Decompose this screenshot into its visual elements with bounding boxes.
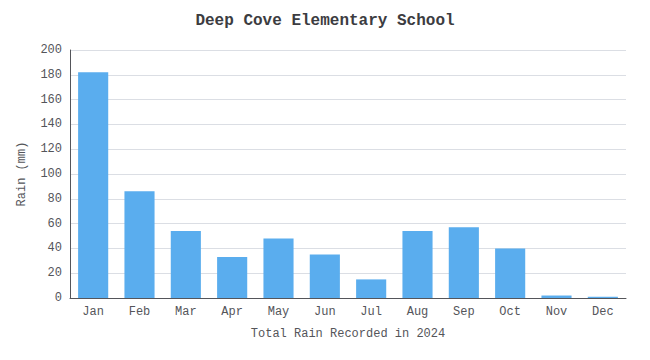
svg-text:May: May — [268, 305, 290, 319]
svg-text:100: 100 — [40, 167, 62, 181]
svg-text:Apr: Apr — [221, 305, 243, 319]
svg-text:Jul: Jul — [360, 305, 382, 319]
svg-text:Dec: Dec — [592, 305, 614, 319]
svg-text:20: 20 — [48, 266, 62, 280]
svg-text:Rain (mm): Rain (mm) — [15, 142, 29, 207]
svg-text:Nov: Nov — [546, 305, 568, 319]
svg-text:40: 40 — [48, 241, 62, 255]
svg-text:140: 140 — [40, 117, 62, 131]
svg-text:160: 160 — [40, 93, 62, 107]
svg-text:Mar: Mar — [175, 305, 197, 319]
svg-text:60: 60 — [48, 217, 62, 231]
svg-text:0: 0 — [55, 291, 62, 305]
svg-text:Deep Cove Elementary School: Deep Cove Elementary School — [195, 12, 454, 30]
svg-text:Sep: Sep — [453, 305, 475, 319]
svg-text:Feb: Feb — [129, 305, 151, 319]
svg-text:Oct: Oct — [499, 305, 521, 319]
svg-text:Jan: Jan — [82, 305, 104, 319]
svg-text:200: 200 — [40, 43, 62, 57]
svg-text:Total Rain Recorded in 2024: Total Rain Recorded in 2024 — [251, 327, 445, 341]
svg-text:Jun: Jun — [314, 305, 336, 319]
svg-text:120: 120 — [40, 142, 62, 156]
svg-text:80: 80 — [48, 192, 62, 206]
svg-text:180: 180 — [40, 68, 62, 82]
svg-text:Aug: Aug — [407, 305, 429, 319]
